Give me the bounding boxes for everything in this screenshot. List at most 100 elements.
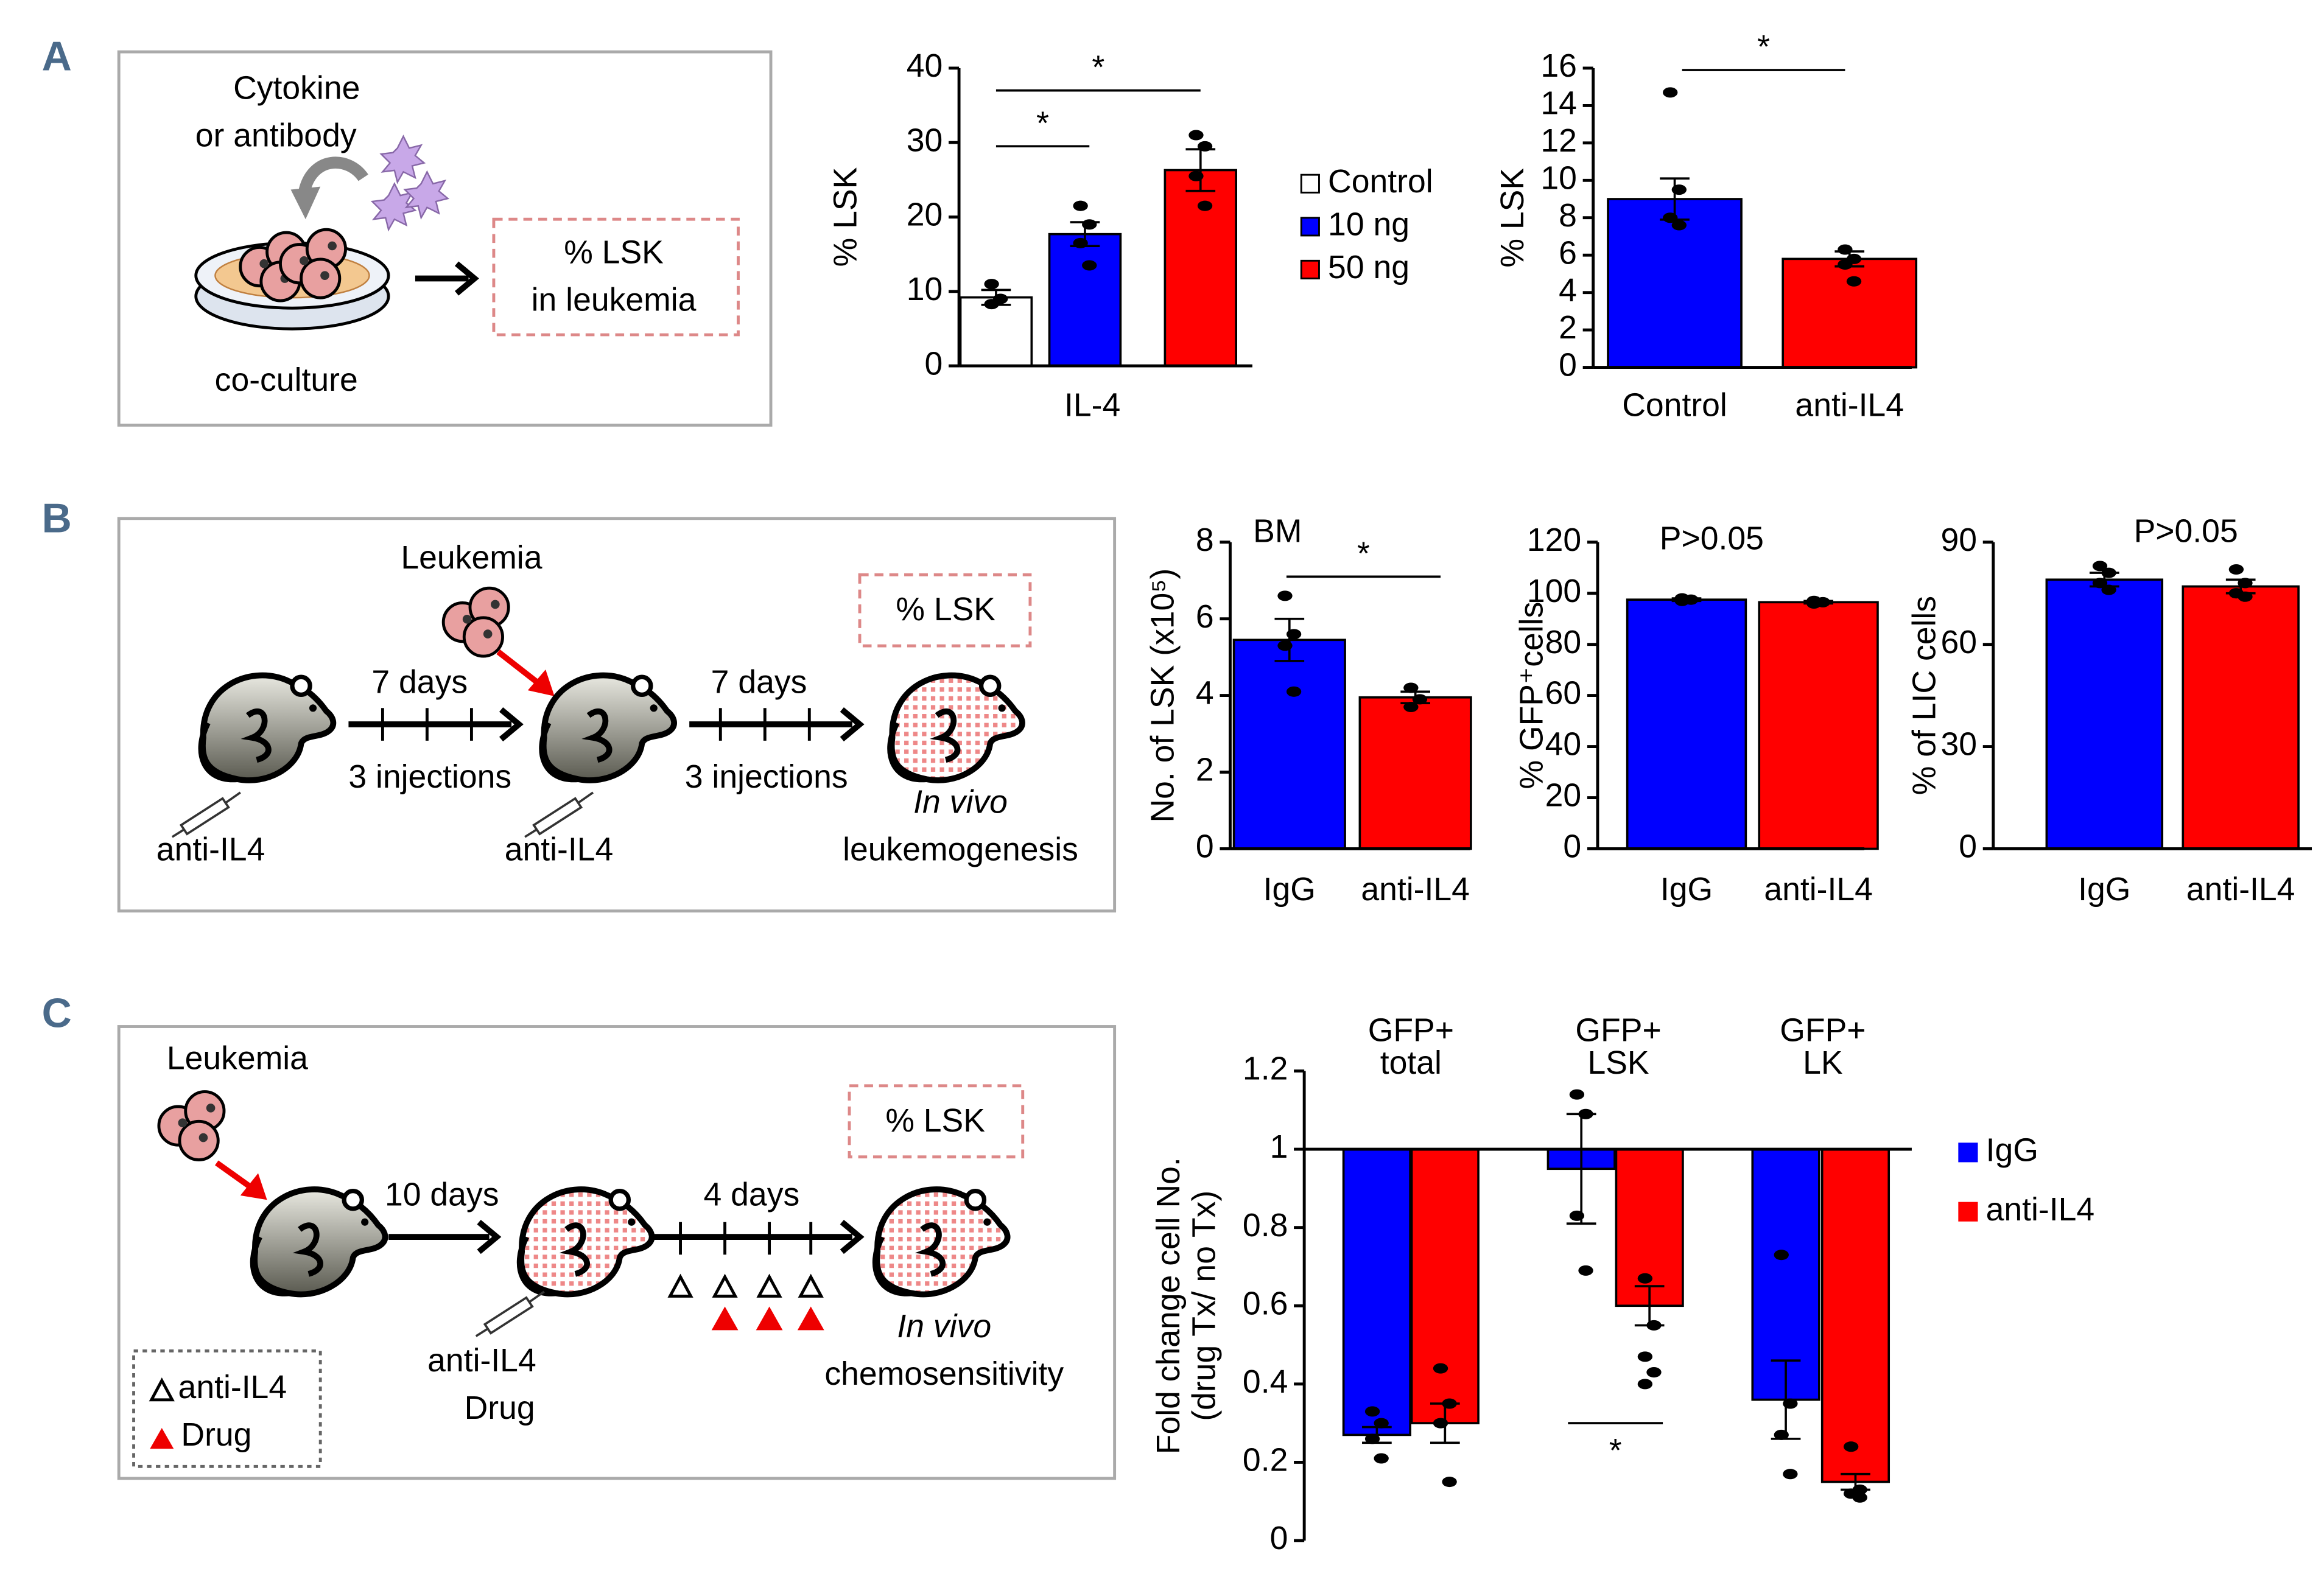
chart-title: P>0.05 (2134, 513, 2238, 549)
data-point (1578, 1265, 1593, 1276)
data-point (1082, 260, 1097, 271)
bar (1626, 598, 1747, 850)
category-label: GFP+ (1780, 1012, 1866, 1048)
category-label: anti-IL4 (1764, 872, 1873, 908)
y-tick-label: 0 (1563, 829, 1581, 865)
y-tick-label: 6 (1559, 235, 1577, 271)
y-tick-label: 8 (1559, 198, 1577, 234)
text: % LSK (885, 1103, 985, 1139)
data-point (1663, 87, 1678, 98)
text: 4 days (704, 1177, 800, 1213)
y-tick-label: 40 (1545, 727, 1582, 763)
text: or antibody (195, 117, 357, 153)
text: anti-IL4 (427, 1343, 536, 1379)
text: Drug (181, 1417, 251, 1453)
y-tick-label: 4 (1196, 676, 1214, 712)
category-label: anti-IL4 (1795, 387, 1904, 423)
text: anti-IL4 (505, 831, 614, 867)
text: 3 injections (685, 759, 848, 795)
y-axis-label: No. of LSK (x10⁵) (1145, 569, 1181, 823)
data-point (2101, 584, 2116, 595)
legend-label: anti-IL4 (1986, 1192, 2095, 1228)
y-tick-label: 10 (1540, 160, 1577, 196)
data-point (1671, 184, 1687, 195)
text: % LSK (896, 592, 995, 628)
data-point (1646, 1320, 1662, 1331)
data-point (1637, 1273, 1653, 1284)
data-point (2092, 561, 2108, 572)
y-axis-label: % LSK (828, 167, 864, 267)
data-point (2238, 591, 2253, 602)
text: In vivo (897, 1309, 991, 1345)
y-axis-label: (drug Tx/ no Tx) (1187, 1191, 1223, 1421)
y-tick-label: 2 (1559, 310, 1577, 346)
schematic-c: Leukemia 10 days 4 days anti-IL4 Drug % … (117, 1025, 1117, 1480)
panel-label: C (42, 990, 72, 1036)
y-tick-label: 60 (1940, 625, 1977, 660)
legend-swatch (1958, 1142, 1978, 1163)
data-point (1073, 200, 1088, 211)
y-tick-label: 30 (907, 122, 943, 158)
legend-swatch (1300, 259, 1320, 279)
data-point (1442, 1477, 1457, 1488)
bar (1164, 169, 1238, 367)
data-point (1569, 1210, 1585, 1221)
category-label: IL-4 (1064, 387, 1120, 423)
data-point (1783, 1398, 1798, 1409)
data-point (1578, 1108, 1593, 1119)
data-point (1374, 1418, 1389, 1429)
text: anti-IL4 (156, 831, 265, 867)
bar (1232, 639, 1346, 850)
category-label: LK (1803, 1045, 1843, 1081)
category-label: IgG (1263, 872, 1316, 908)
data-point (1637, 1379, 1653, 1390)
category-label: LSK (1587, 1045, 1649, 1081)
text: Cytokine (233, 71, 360, 107)
y-tick-label: 2 (1196, 752, 1214, 788)
y-tick-label: 16 (1540, 48, 1577, 84)
text: 10 days (385, 1177, 499, 1213)
data-point (1663, 212, 1678, 223)
category-label: Control (1622, 387, 1727, 423)
data-point (984, 299, 999, 310)
data-point (1197, 200, 1213, 211)
data-point (1277, 590, 1293, 601)
bar (2182, 585, 2300, 850)
y-tick-label: 40 (907, 48, 943, 84)
data-point (1843, 1441, 1859, 1452)
y-tick-label: 0 (925, 346, 943, 382)
y-tick-label: 0.2 (1243, 1443, 1288, 1478)
data-point (2101, 567, 2116, 578)
category-label: IgG (2078, 872, 2130, 908)
category-label: GFP+ (1575, 1012, 1661, 1048)
y-tick-label: 0.4 (1243, 1364, 1288, 1400)
legend-swatch (1300, 217, 1320, 237)
data-point (984, 279, 999, 290)
data-point (1412, 694, 1428, 705)
y-tick-label: 80 (1545, 625, 1582, 660)
data-point (1082, 219, 1097, 230)
data-point (1403, 682, 1419, 693)
schematic-a: Cytokine or antibody % LSK in leukemia c… (117, 50, 773, 427)
y-tick-label: 120 (1527, 522, 1581, 558)
category-label: total (1380, 1045, 1442, 1081)
y-tick-label: 8 (1196, 522, 1214, 558)
y-axis-label: Fold change cell No. (1151, 1157, 1187, 1454)
y-tick-label: 0.8 (1243, 1208, 1288, 1244)
text: Leukemia (401, 540, 542, 576)
text: 7 days (371, 664, 468, 700)
legend-label: Control (1328, 164, 1433, 200)
y-axis-label: % of LIC cells (1906, 596, 1942, 795)
data-point (1277, 640, 1293, 651)
significance-label: * (1609, 1433, 1622, 1469)
data-point (1838, 244, 1853, 255)
category-label: anti-IL4 (2186, 872, 2295, 908)
data-point (1073, 237, 1088, 248)
data-point (1403, 701, 1419, 713)
bar (1358, 696, 1472, 850)
data-point (2228, 564, 2244, 575)
text: chemosensitivity (824, 1356, 1064, 1392)
category-label: anti-IL4 (1361, 872, 1470, 908)
text: % LSK (564, 235, 664, 271)
